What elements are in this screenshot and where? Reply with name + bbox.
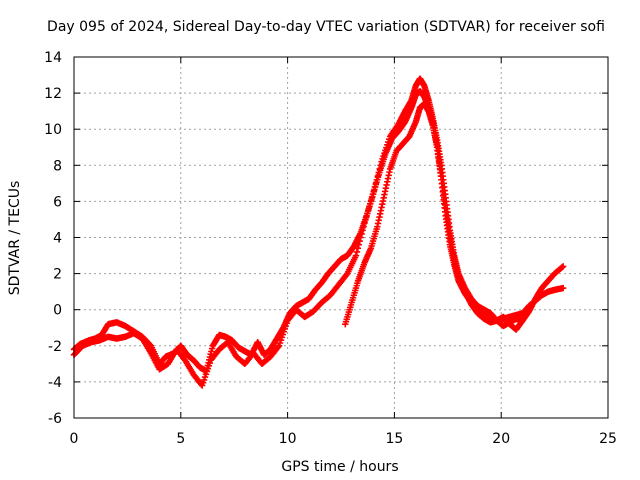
y-tick-label: 8 xyxy=(53,158,62,174)
data-point xyxy=(559,284,567,292)
y-tick-label: 6 xyxy=(53,194,62,210)
data-point xyxy=(359,227,366,234)
y-tick-label: 14 xyxy=(44,50,62,66)
data-point xyxy=(274,343,282,351)
data-point xyxy=(370,187,378,194)
plot-frame xyxy=(73,56,609,419)
data-point xyxy=(519,317,526,324)
data-point xyxy=(559,263,567,270)
data-point xyxy=(371,183,379,191)
y-tick-label: 4 xyxy=(53,231,62,247)
data-point xyxy=(374,172,381,180)
series-track-b xyxy=(70,75,567,389)
x-tick-label: 0 xyxy=(70,431,79,447)
x-tick-label: 15 xyxy=(385,431,403,447)
data-point xyxy=(558,263,566,271)
x-tick-label: 20 xyxy=(492,431,510,447)
data-point xyxy=(367,197,375,204)
data-point xyxy=(357,234,364,241)
data-point xyxy=(358,230,365,238)
data-point xyxy=(353,248,361,256)
y-tick-label: -6 xyxy=(48,411,62,427)
data-point xyxy=(355,241,362,248)
data-point xyxy=(366,203,373,211)
data-point xyxy=(375,169,382,176)
data-point xyxy=(361,219,368,227)
x-tick-label: 25 xyxy=(599,431,617,447)
series-track-c xyxy=(342,100,526,333)
data-point xyxy=(373,176,381,183)
data-point xyxy=(364,210,371,217)
grid xyxy=(74,57,608,418)
data-point xyxy=(356,237,363,245)
y-tick-label: 10 xyxy=(44,122,62,138)
y-axis-label: SDTVAR / TECUs xyxy=(7,181,23,296)
data-points xyxy=(70,75,567,389)
data-point xyxy=(363,213,370,220)
x-axis-label: GPS time / hours xyxy=(281,459,398,475)
data-point xyxy=(372,180,380,187)
y-tick-label: 2 xyxy=(53,267,62,283)
data-point xyxy=(362,216,369,224)
data-point xyxy=(343,271,350,279)
data-point xyxy=(368,194,376,201)
data-point xyxy=(377,162,384,169)
series-track-a xyxy=(70,88,567,375)
data-point xyxy=(366,200,374,208)
y-tick-label: -2 xyxy=(48,339,62,355)
y-tick-label: 0 xyxy=(53,303,62,319)
chart-title: Day 095 of 2024, Sidereal Day-to-day VTE… xyxy=(47,19,605,35)
x-tick-label: 10 xyxy=(279,431,297,447)
data-point xyxy=(354,245,362,252)
y-tick-label: -4 xyxy=(48,375,62,391)
data-point xyxy=(352,252,360,259)
x-tick-label: 5 xyxy=(176,431,185,447)
data-point xyxy=(369,190,377,198)
data-point xyxy=(360,223,367,230)
data-point xyxy=(376,165,383,173)
y-tick-label: 12 xyxy=(44,86,62,102)
axis-ticks: 0 5 10 15 20 25 -6 -4 -2 0 2 4 6 8 10 12 14 xyxy=(44,50,617,447)
data-point xyxy=(365,207,372,214)
